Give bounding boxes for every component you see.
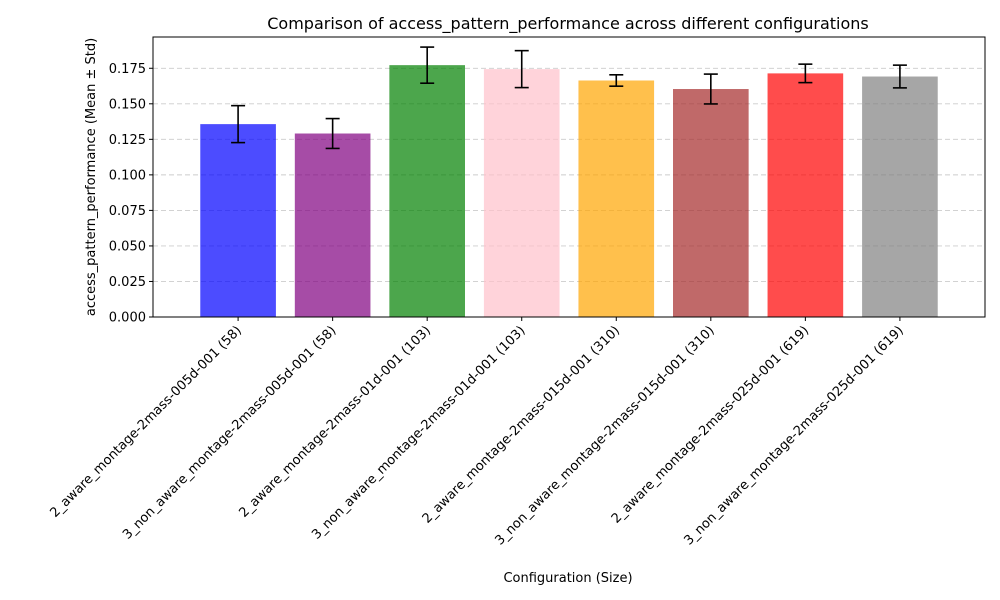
x-tick-label: 2_aware_montage-2mass-025d-001 (619) [609,323,812,526]
bar [673,89,749,318]
y-tick-label: 0.050 [109,239,146,254]
x-tick-label: 3_non_aware_montage-2mass-01d-001 (103) [309,323,528,542]
bar [578,80,655,317]
grid-layer [153,67,985,318]
x-tick-label: 3_non_aware_montage-2mass-015d-001 (310) [492,323,717,548]
plot-frame [152,36,986,318]
bar [294,133,371,317]
y-axis-label: access_pattern_performance (Mean ± Std) [84,38,99,316]
bar [200,124,276,318]
y-tick-label: 0.000 [109,311,146,326]
chart-title: Comparison of access_pattern_performance… [267,14,869,34]
y-tick-label: 0.175 [109,62,146,77]
y-tick-label: 0.150 [109,97,146,112]
y-tick-label: 0.025 [109,275,146,290]
x-axis-label: Configuration (Size) [503,571,632,586]
x-tick-label: 3_non_aware_montage-2mass-025d-001 (619) [682,323,907,548]
y-tick-label: 0.125 [109,133,146,148]
bar-layer [200,46,938,318]
y-tick-label: 0.100 [109,168,146,183]
bar [862,76,938,317]
y-tick-label: 0.075 [109,204,146,219]
x-tick-label: 3_non_aware_montage-2mass-005d-001 (58) [120,323,339,542]
x-tick-label: 2_aware_montage-2mass-01d-001 (103) [237,323,434,520]
x-tick-label: 2_aware_montage-2mass-005d-001 (58) [47,323,244,520]
bar [483,69,560,317]
x-tick-label: 2_aware_montage-2mass-015d-001 (310) [420,323,623,526]
bar [389,65,465,317]
bar [767,73,844,317]
